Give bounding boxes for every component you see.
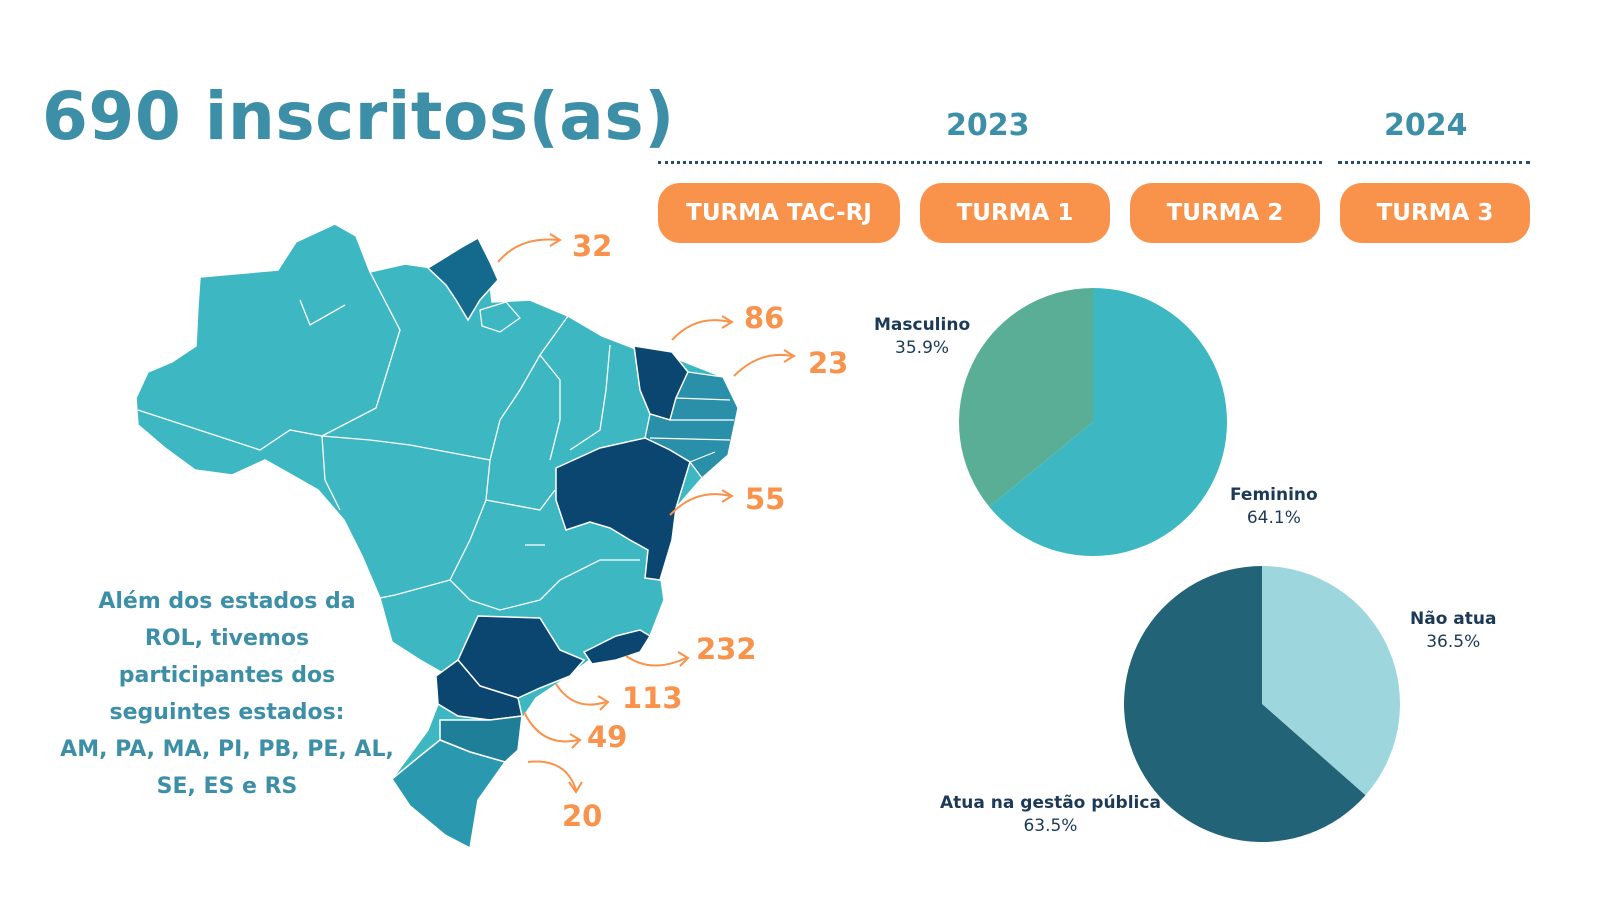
divider-2023 bbox=[658, 161, 1322, 164]
count-label: 55 bbox=[745, 482, 786, 516]
note-line: ROL, tivemos bbox=[144, 626, 310, 651]
legend-female-value: 64.1% bbox=[1246, 508, 1301, 528]
year-2024: 2024 bbox=[1384, 108, 1468, 143]
legend-male: Masculino 35.9% bbox=[874, 314, 970, 360]
legend-nao-atua-value: 36.5% bbox=[1426, 632, 1481, 652]
map-arrows bbox=[497, 233, 796, 794]
pie-slice-nao-atua bbox=[1262, 566, 1400, 796]
tab-turma-2[interactable]: TURMA 2 bbox=[1130, 183, 1320, 243]
tab-turma-1[interactable]: TURMA 1 bbox=[920, 183, 1110, 243]
legend-atua-name: Atua na gestão pública bbox=[940, 793, 1161, 813]
legend-nao-atua-name: Não atua bbox=[1410, 609, 1497, 629]
page-title: 690 inscritos(as) bbox=[42, 78, 675, 155]
legend-female-name: Feminino bbox=[1230, 485, 1318, 505]
map-island bbox=[479, 301, 521, 333]
note-line: participantes dos bbox=[118, 663, 336, 688]
legend-atua-value: 63.5% bbox=[1023, 816, 1078, 836]
count-label: 86 bbox=[744, 301, 785, 335]
count-label: 232 bbox=[696, 632, 757, 666]
count-label: 23 bbox=[808, 346, 849, 380]
count-label: 113 bbox=[622, 681, 683, 715]
tab-turma-3[interactable]: TURMA 3 bbox=[1340, 183, 1530, 243]
pie-slice-masculino bbox=[959, 288, 1093, 507]
pie-slice-feminino bbox=[989, 288, 1228, 556]
note-line: seguintes estados: bbox=[109, 700, 345, 725]
legend-female: Feminino 64.1% bbox=[1230, 484, 1318, 530]
count-label: 32 bbox=[572, 229, 613, 263]
map-state-lines bbox=[137, 271, 640, 611]
tab-turma-tac-rj[interactable]: TURMA TAC-RJ bbox=[658, 183, 900, 243]
note-line: Além dos estados da bbox=[98, 589, 356, 614]
note-line: AM, PA, MA, PI, PB, PE, AL, bbox=[60, 737, 394, 762]
pie-slice-atua bbox=[1124, 566, 1366, 842]
note-line: SE, ES e RS bbox=[156, 774, 298, 799]
map-state-rj bbox=[582, 629, 652, 665]
legend-atua: Atua na gestão pública 63.5% bbox=[940, 792, 1161, 838]
map-state-ap bbox=[426, 236, 499, 322]
year-2023: 2023 bbox=[946, 108, 1030, 143]
count-label: 49 bbox=[587, 720, 628, 754]
legend-male-value: 35.9% bbox=[895, 338, 950, 358]
note-text: Além dos estados da ROL, tivemos partici… bbox=[52, 583, 402, 805]
map-state-rs bbox=[390, 739, 507, 850]
legend-male-name: Masculino bbox=[874, 315, 971, 335]
divider-2024 bbox=[1338, 161, 1530, 164]
legend-nao-atua: Não atua 36.5% bbox=[1410, 608, 1496, 654]
map-state-ba bbox=[555, 437, 691, 581]
count-label: 20 bbox=[562, 799, 603, 833]
